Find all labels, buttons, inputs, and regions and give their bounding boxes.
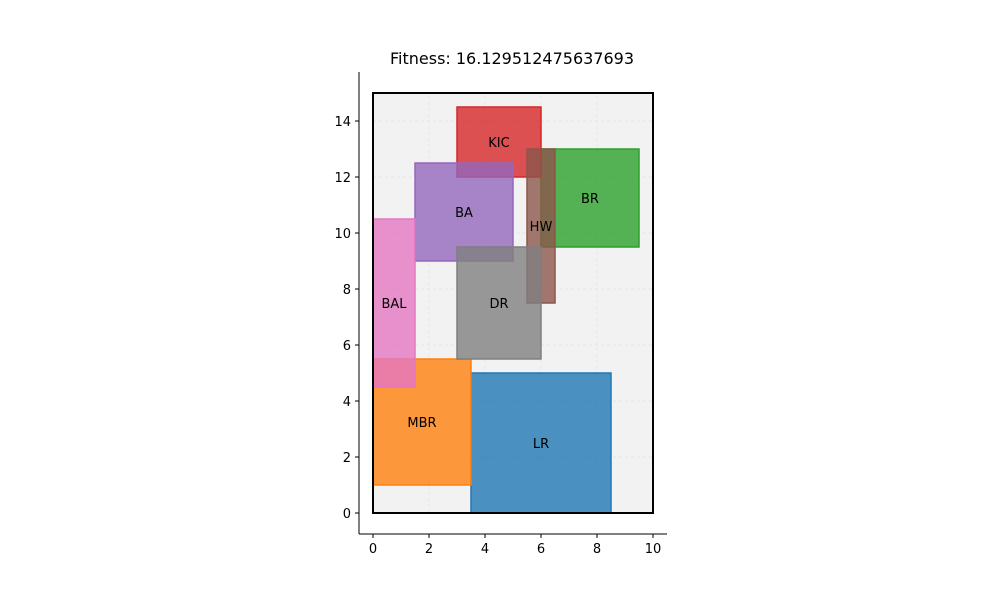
x-tick-label: 6 bbox=[537, 542, 545, 557]
room-label: KIC bbox=[488, 136, 509, 151]
room-label: BAL bbox=[381, 297, 407, 312]
chart-title: Fitness: 16.129512475637693 bbox=[390, 49, 634, 68]
floor-boundary-outline bbox=[372, 92, 654, 514]
x-tick-label: 4 bbox=[481, 542, 489, 557]
y-tick-label: 2 bbox=[343, 451, 351, 466]
y-tick-label: 0 bbox=[343, 507, 351, 522]
room-rect bbox=[372, 218, 416, 388]
y-tick-label: 12 bbox=[334, 171, 351, 186]
x-tick-label: 10 bbox=[645, 542, 662, 557]
room-label: BR bbox=[581, 192, 599, 207]
room-label: HW bbox=[530, 220, 553, 235]
y-tick-label: 10 bbox=[334, 227, 351, 242]
room-label: MBR bbox=[407, 416, 436, 431]
room-bal: BAL bbox=[372, 218, 416, 388]
rooms: LR MBR BR KIC BA HW BAL DR bbox=[372, 92, 654, 514]
x-tick-label: 0 bbox=[369, 542, 377, 557]
y-tick-label: 14 bbox=[334, 115, 351, 130]
room-lr: LR bbox=[470, 372, 612, 514]
room-label: DR bbox=[489, 297, 508, 312]
room-label: LR bbox=[533, 437, 549, 452]
y-tick-label: 6 bbox=[343, 339, 351, 354]
room-br: BR bbox=[540, 148, 640, 248]
room-dr: DR bbox=[456, 246, 542, 360]
y-tick-label: 4 bbox=[343, 395, 351, 410]
x-tick-label: 2 bbox=[425, 542, 433, 557]
room-label: BA bbox=[455, 206, 473, 221]
x-tick-label: 8 bbox=[593, 542, 601, 557]
axes: 0 2 4 6 8 10 0 2 4 6 8 10 12 14 bbox=[334, 72, 667, 557]
y-tick-label: 8 bbox=[343, 283, 351, 298]
room-rect bbox=[456, 246, 542, 360]
